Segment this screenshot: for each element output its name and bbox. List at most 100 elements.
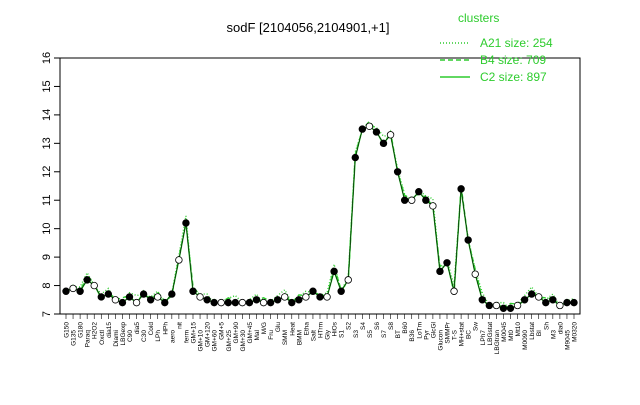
data-point [415,187,423,196]
data-point [436,267,444,276]
x-tick-label: G180 [78,322,85,338]
x-tick-label: Mt0 [508,330,515,341]
data-point [175,256,183,264]
data-point [471,270,479,278]
data-point [259,298,268,307]
y-axis: 7 8 9 10 11 12 13 14 15 16 [41,52,60,317]
data-point [351,153,359,162]
x-tick-label: M/G [261,322,268,334]
x-tick-label: Lbstat [529,322,536,340]
data-point [83,276,91,284]
x-tick-label: LBGtran [494,330,501,355]
x-tick-label: G150 [64,322,71,338]
data-point [168,290,176,298]
data-point [506,304,515,313]
data-point [224,298,232,307]
x-tick-label: Heat [289,322,296,336]
x-tick-label: S6 [374,322,381,330]
x-tick-label: LPh [155,330,162,342]
data-point [400,196,409,204]
x-tick-label: dia5 [134,322,141,335]
legend-label: C2 size: 897 [480,70,547,84]
data-point [549,296,557,304]
data-point [281,293,289,301]
data-point [386,131,395,139]
data-point [90,281,98,290]
x-tick-label: H2O2 [92,322,99,339]
x-tick-label: B36 [409,330,416,342]
data-point [76,287,84,295]
x-tick-label: M0090 [522,330,529,350]
data-point [182,219,190,227]
data-point [570,298,578,307]
data-point [217,298,225,307]
x-tick-label: LPh7 [480,330,487,346]
x-tick-label: M9045 [564,330,571,350]
x-tick-label: dia15 [106,322,113,338]
data-point [542,298,550,307]
x-tick-label: Oxctl [99,329,106,344]
data-point [492,301,501,310]
data-point [288,298,296,307]
plot-frame [59,57,581,315]
data-point [154,293,162,301]
data-point [111,296,120,304]
data-point [125,293,134,301]
y-tick-label: 8 [41,282,53,288]
data-point [132,298,141,307]
x-tick-label: Salt [310,330,317,341]
x-tick-label: C30 [141,330,148,342]
x-tick-label: M0320 [572,322,579,342]
x-tick-label: nit [176,322,183,329]
data-point [422,196,430,204]
points-layer [62,122,578,313]
x-tick-label: S1 [339,330,346,338]
x-tick-label: Etha [303,322,310,336]
y-tick-label: 9 [41,254,53,260]
y-tick-label: 12 [41,166,53,178]
data-point [563,298,571,307]
x-tick-label: LBGstat [487,322,494,346]
x-tick-label: Glucon [437,330,444,351]
x-tick-label: Sh [543,322,550,330]
data-point [295,296,303,304]
data-point [161,298,169,307]
data-point [266,298,275,307]
x-tick-label: GM+30 [240,330,247,352]
data-point [337,287,345,295]
data-point [499,304,508,313]
data-point [478,296,486,304]
x-tick-label: G135 [71,330,78,346]
y-tick-label: 14 [41,109,53,121]
x-tick-label: Paraq [85,330,92,348]
x-tick-label: GM+90 [233,322,240,344]
x-tick-label: GM+60 [212,330,219,352]
data-point [556,301,564,310]
x-tick-label: S4 [360,322,367,330]
x-tick-label: Pyr [423,329,430,340]
x-tick-label: HTrm [318,322,325,338]
legend-label: A21 size: 254 [480,36,553,50]
x-tick-label: S2 [346,322,353,330]
series-line-dotted [65,124,575,311]
data-point [62,287,70,295]
legend-label: B4 size: 709 [480,53,546,67]
series-line-dashed [65,120,575,310]
data-point [309,287,317,295]
x-tick-label: SMM [282,330,289,345]
x-tick-label: GM+25 [226,330,233,352]
legend-title: clusters [458,11,499,25]
y-tick-label: 10 [41,223,53,235]
data-point [513,301,522,310]
y-tick-label: 16 [41,52,53,64]
x-tick-label: HiOs [332,321,339,336]
data-point [252,296,261,304]
x-tick-label: S7 [381,330,388,338]
x-tick-label: BC [466,330,473,339]
data-point [210,298,218,307]
data-point [196,293,204,301]
data-point [189,287,197,295]
data-point [535,293,543,301]
x-tick-label: GlcGl [430,321,437,338]
